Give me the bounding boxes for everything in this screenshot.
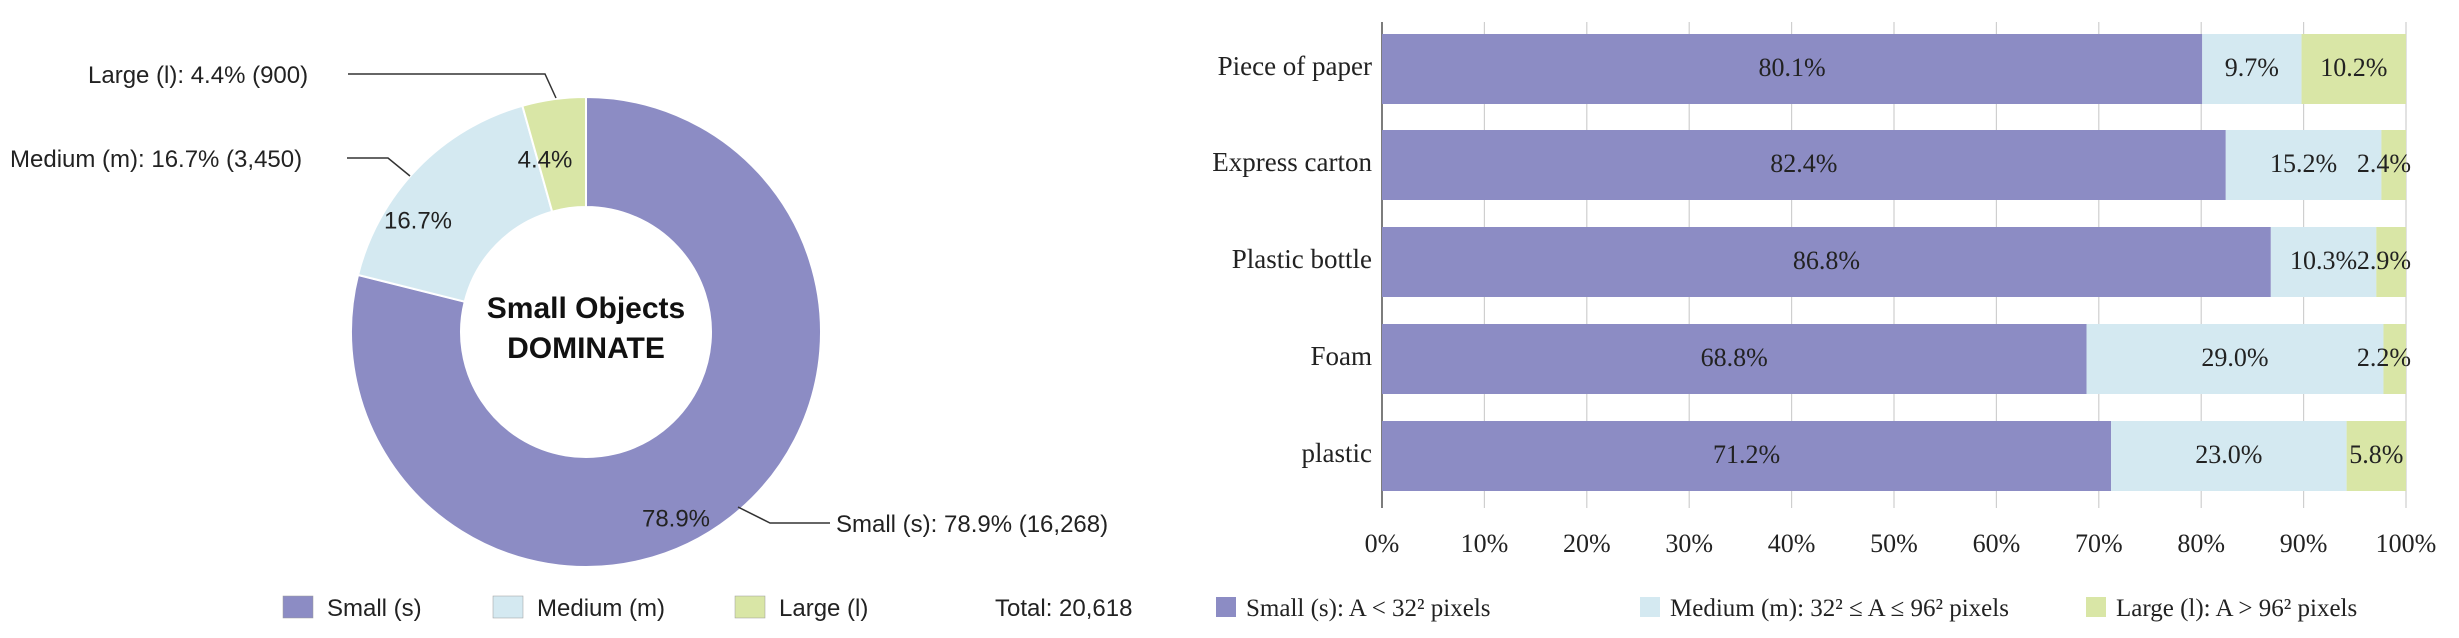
bar-medium [2225, 130, 2382, 200]
y-tick-label: Foam [1310, 341, 1372, 371]
donut-legend-swatch-small [282, 595, 314, 619]
x-tick-label: 80% [2177, 529, 2225, 558]
bar-legend-swatch-large [2086, 597, 2106, 617]
x-tick-label: 0% [1365, 529, 1400, 558]
bar-small [1382, 324, 2087, 394]
donut-legend-label-medium: Medium (m) [537, 595, 665, 622]
y-tick-label: Plastic bottle [1232, 244, 1372, 274]
bar-label-small: 71.2% [1713, 440, 1780, 469]
bar-medium [2111, 421, 2347, 491]
donut-legend-swatch-medium [492, 595, 524, 619]
callout-large: Large (l): 4.4% (900) [88, 62, 308, 89]
callout-line-small [737, 506, 830, 524]
y-tick-label: Express carton [1212, 147, 1372, 177]
bar-small [1382, 421, 2112, 491]
bar-label-large: 2.4% [2357, 149, 2411, 178]
x-tick-label: 20% [1563, 529, 1611, 558]
bar-label-medium: 29.0% [2201, 343, 2268, 372]
callout-line-medium [347, 157, 411, 177]
callout-small: Small (s): 78.9% (16,268) [836, 511, 1108, 538]
bar-legend-swatch-small [1216, 597, 1236, 617]
bar-label-medium: 10.3% [2290, 246, 2357, 275]
donut-total-label: Total: 20,618 [995, 595, 1132, 622]
bar-label-small: 80.1% [1759, 53, 1826, 82]
x-tick-label: 60% [1973, 529, 2021, 558]
bar-medium [2086, 324, 2384, 394]
bar-large [2376, 227, 2406, 297]
donut-center-line-2: DOMINATE [507, 332, 665, 365]
bar-large [2383, 324, 2406, 394]
bar-legend-label-small: Small (s): A < 32² pixels [1246, 595, 1491, 622]
donut-slice-small [350, 95, 822, 568]
bar-medium [2202, 34, 2302, 104]
x-tick-label: 10% [1461, 529, 1509, 558]
bar-label-large: 2.9% [2357, 246, 2411, 275]
bar-large [2301, 34, 2406, 104]
bar-legend-label-large: Large (l): A > 96² pixels [2116, 595, 2357, 622]
bar-label-small: 82.4% [1770, 149, 1837, 178]
stacked-bar-chart: 0% 10% 20% 30% 40% 50% 60% 70% 80% 90% 100% Piece o… [1212, 22, 2436, 622]
bar-label-small: 86.8% [1793, 246, 1860, 275]
bar-label-large: 5.8% [2349, 440, 2403, 469]
bar-legend-swatch-medium [1640, 597, 1660, 617]
x-tick-label: 70% [2075, 529, 2123, 558]
y-tick-label: plastic [1302, 438, 1372, 468]
bar-legend-label-medium: Medium (m): 32² ≤ A ≤ 96² pixels [1670, 595, 2009, 622]
donut-legend-label-large: Large (l) [779, 595, 868, 622]
x-tick-label: 50% [1870, 529, 1918, 558]
y-tick-label: Piece of paper [1218, 51, 1372, 81]
x-tick-label: 100% [2376, 529, 2437, 558]
x-tick-label: 40% [1768, 529, 1816, 558]
donut-slice-label-medium: 16.7% [384, 207, 452, 234]
donut-center-line-1: Small Objects [487, 292, 685, 325]
donut-legend-swatch-large [734, 595, 766, 619]
bar-medium [2270, 227, 2377, 297]
x-tick-label: 90% [2280, 529, 2328, 558]
callout-line-large [348, 73, 557, 99]
bar-small [1382, 34, 2203, 104]
bar-label-large: 10.2% [2320, 53, 2387, 82]
bar-label-medium: 15.2% [2270, 149, 2337, 178]
bar-label-medium: 9.7% [2225, 53, 2279, 82]
donut-legend-label-small: Small (s) [327, 595, 422, 622]
callout-medium: Medium (m): 16.7% (3,450) [10, 146, 302, 173]
donut-slice-label-small: 78.9% [642, 505, 710, 532]
bar-label-small: 68.8% [1701, 343, 1768, 372]
bar-label-large: 2.2% [2357, 343, 2411, 372]
donut-chart: 78.9% 16.7% 4.4% Small Objects DOMINATE Large… [10, 62, 1132, 622]
donut-slice-medium [356, 104, 554, 303]
donut-slice-large [521, 95, 587, 213]
bar-label-medium: 23.0% [2195, 440, 2262, 469]
bar-small [1382, 130, 2226, 200]
donut-slice-label-large: 4.4% [518, 146, 573, 173]
bar-large [2346, 421, 2406, 491]
bar-large [2381, 130, 2406, 200]
x-tick-label: 30% [1665, 529, 1713, 558]
bar-small [1382, 227, 2271, 297]
